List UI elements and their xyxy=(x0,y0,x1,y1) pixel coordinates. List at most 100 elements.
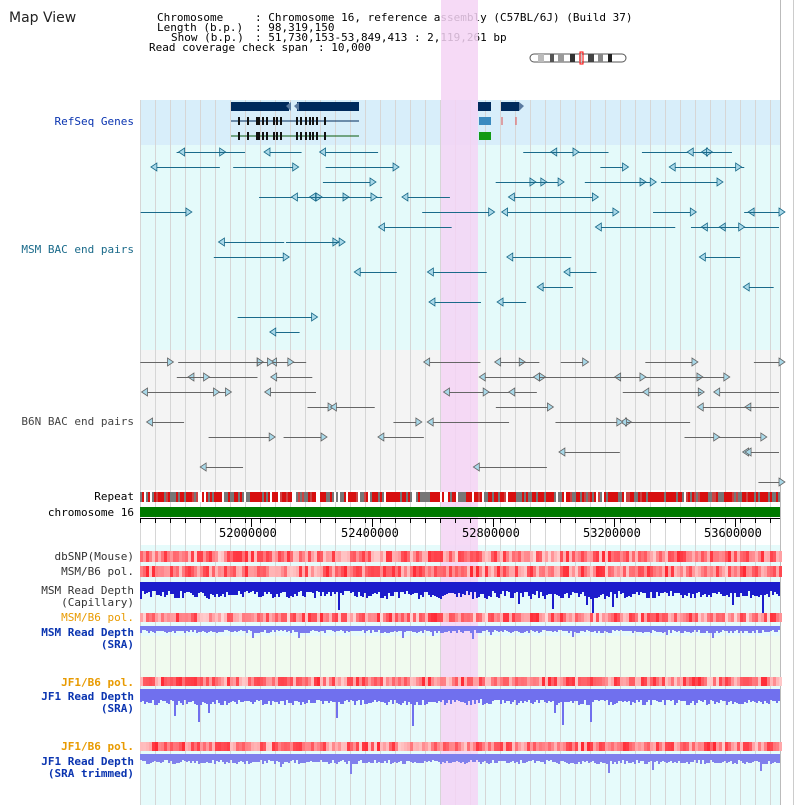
heat-cell xyxy=(185,677,188,686)
depth-bar xyxy=(432,582,434,595)
repeat-cell xyxy=(350,492,352,502)
heat-cell xyxy=(359,551,362,562)
track-label-jf1-b6-pol-1[interactable]: JF1/B6 pol. xyxy=(61,676,134,689)
track-label-dbsnp[interactable]: dbSNP(Mouse) xyxy=(54,550,134,563)
bac-end-marker xyxy=(415,417,423,427)
heat-cell xyxy=(551,566,554,577)
gene-arrow xyxy=(519,102,524,111)
depth-bar xyxy=(208,626,210,632)
heat-cell xyxy=(161,551,164,562)
heat-cell xyxy=(395,613,398,622)
depth-bar xyxy=(724,582,726,596)
track-label-jf1-read-depth-sra[interactable]: JF1 Read Depth xyxy=(41,690,134,703)
heat-cell xyxy=(686,566,689,577)
exon xyxy=(247,132,249,140)
track-label-msm-b6-pol-2[interactable]: MSM/B6 pol. xyxy=(61,611,134,624)
depth-bar xyxy=(564,754,566,762)
depth-bar xyxy=(234,626,236,631)
track-label-jf1-b6-pol-2[interactable]: JF1/B6 pol. xyxy=(61,740,134,753)
bac-end-marker xyxy=(649,177,657,187)
repeat-cell xyxy=(720,492,722,502)
track-label-refseq-genes[interactable]: RefSeq Genes xyxy=(54,115,134,128)
track-label-b6n-bac[interactable]: B6N BAC end pairs xyxy=(21,415,134,428)
depth-bar xyxy=(180,626,182,631)
depth-bar xyxy=(378,754,380,762)
depth-bar xyxy=(552,582,554,609)
heat-cell xyxy=(383,613,386,622)
heat-cell xyxy=(731,677,734,686)
heat-cell xyxy=(197,677,200,686)
msm-bac-features[interactable] xyxy=(140,147,786,337)
heat-cell xyxy=(203,677,206,686)
depth-bar xyxy=(616,754,618,764)
depth-bar xyxy=(376,754,378,763)
heat-cell xyxy=(479,566,482,577)
heat-cell xyxy=(275,677,278,686)
heat-cell xyxy=(512,613,515,622)
depth-bar xyxy=(766,754,768,764)
depth-bar xyxy=(266,582,268,594)
refseq-genes[interactable] xyxy=(231,102,524,140)
exon xyxy=(324,132,326,140)
depth-bar xyxy=(266,626,268,633)
heat-cell xyxy=(728,551,731,562)
repeat-cell xyxy=(710,492,712,502)
heat-cell xyxy=(419,613,422,622)
depth-bar xyxy=(306,626,308,633)
right-scroll-edge[interactable] xyxy=(793,0,800,805)
heat-cell xyxy=(488,566,491,577)
repeat-cell xyxy=(512,492,514,502)
depth-bar xyxy=(582,689,584,704)
depth-bar xyxy=(458,582,460,593)
bac-end-marker xyxy=(482,387,490,397)
depth-bar xyxy=(222,626,224,632)
track-label-msm-read-depth-capillary[interactable]: MSM Read Depth xyxy=(41,584,134,597)
info-show-value: : 51,730,153-53,849,413 : 2,119,261 bp xyxy=(255,31,507,44)
depth-bar xyxy=(758,626,760,633)
heat-cell xyxy=(407,677,410,686)
depth-bar xyxy=(628,582,630,596)
depth-bar xyxy=(726,582,728,595)
heat-cell xyxy=(527,677,530,686)
heat-cell xyxy=(374,613,377,622)
track-label-jf1-read-depth-trimmed[interactable]: JF1 Read Depth xyxy=(41,755,134,768)
heat-cell xyxy=(212,613,215,622)
heat-cell xyxy=(254,613,257,622)
heatmap-tracks[interactable] xyxy=(140,551,782,751)
bac-end-marker xyxy=(177,147,186,157)
track-label-msm-bac[interactable]: MSM BAC end pairs xyxy=(21,243,134,256)
depth-bar xyxy=(362,626,364,630)
heat-cell xyxy=(575,613,578,622)
heat-cell xyxy=(287,566,290,577)
b6n-bac-features[interactable] xyxy=(140,357,786,487)
depth-bar xyxy=(528,689,530,700)
depth-bar xyxy=(238,582,240,591)
track-label-msm-read-depth-sra[interactable]: MSM Read Depth xyxy=(41,626,134,639)
depth-bar xyxy=(664,689,666,705)
depth-bar xyxy=(722,626,724,630)
bac-end-marker xyxy=(377,432,385,442)
depth-bar xyxy=(482,626,484,631)
track-label-msm-b6-pol-1[interactable]: MSM/B6 pol. xyxy=(61,565,134,578)
depth-bar xyxy=(304,626,306,633)
heat-cell xyxy=(515,613,518,622)
depth-bar xyxy=(212,689,214,702)
heat-cell xyxy=(467,566,470,577)
repeat-cell xyxy=(170,492,172,502)
repeat-track[interactable] xyxy=(140,492,780,502)
depth-bar xyxy=(440,626,442,633)
depth-bar xyxy=(172,582,174,594)
depth-bar xyxy=(608,582,610,597)
read-depth-tracks[interactable] xyxy=(140,582,780,774)
repeat-cell xyxy=(518,492,520,502)
repeat-cell xyxy=(658,492,660,502)
repeat-cell xyxy=(488,492,490,502)
heat-cell xyxy=(185,613,188,622)
depth-bar xyxy=(212,754,214,760)
chromosome-ideogram[interactable] xyxy=(528,51,630,65)
depth-bar xyxy=(524,626,526,632)
depth-bar xyxy=(542,582,544,596)
info-length-key: Length (b.p.) xyxy=(157,21,244,34)
depth-bar xyxy=(382,754,384,763)
